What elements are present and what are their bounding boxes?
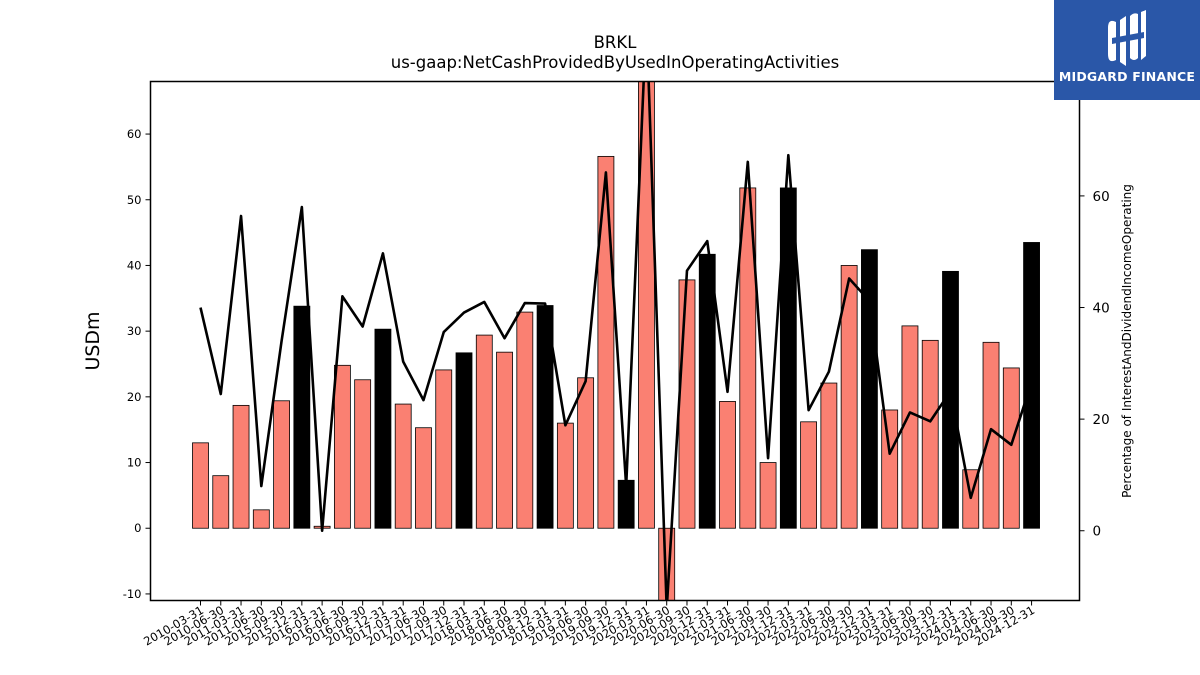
line-series bbox=[199, 81, 1033, 601]
bar-2016-09-30 bbox=[354, 379, 372, 529]
bar-2017-03-31 bbox=[394, 403, 412, 529]
logo-text: MIDGARD FINANCE bbox=[1058, 69, 1196, 84]
bar-2017-06-30 bbox=[415, 427, 432, 529]
chart-title-group: BRKL us-gaap:NetCashProvidedByUsedInOper… bbox=[391, 33, 839, 72]
bar-2024-06-30 bbox=[982, 341, 1000, 529]
bar-2022-09-30 bbox=[840, 265, 858, 529]
bar-series bbox=[192, 81, 1040, 601]
y2-axis-label: Percentage of InterestAndDividendIncomeO… bbox=[1120, 184, 1134, 498]
x-axis: 2010-03-312010-06-302011-03-312011-06-30… bbox=[141, 600, 1037, 649]
bar-2010-03-31 bbox=[192, 442, 209, 529]
bar-2015-09-30 bbox=[273, 400, 290, 529]
bar-2019-03-31 bbox=[556, 422, 574, 529]
bar-2023-09-30 bbox=[921, 339, 939, 529]
line-path bbox=[199, 81, 1033, 601]
y2-tick-label: 20 bbox=[1093, 412, 1110, 428]
bar-2023-12-31 bbox=[942, 270, 959, 529]
y2-tick-label: 40 bbox=[1093, 301, 1110, 317]
y2-tick-label: 0 bbox=[1093, 524, 1102, 540]
bar-2016-06-30 bbox=[333, 364, 351, 529]
y-tick-label: -10 bbox=[123, 587, 142, 601]
bar-2020-03-31 bbox=[638, 81, 655, 529]
bar-2018-06-30 bbox=[496, 351, 513, 529]
y-tick-label: 30 bbox=[127, 324, 142, 338]
y2-tick-label: 60 bbox=[1093, 189, 1110, 205]
bar-2018-09-30 bbox=[516, 311, 534, 529]
bar-2019-09-30 bbox=[597, 155, 615, 529]
plot-frame bbox=[149, 80, 1081, 602]
bar-2011-03-31 bbox=[232, 404, 250, 529]
bar-2023-03-31 bbox=[881, 409, 899, 529]
chart-title: BRKL bbox=[594, 33, 638, 52]
y-tick-label: 50 bbox=[127, 193, 142, 207]
bar-2024-09-30 bbox=[1002, 367, 1020, 529]
bar-2021-03-31 bbox=[719, 401, 736, 529]
bar-2016-12-31 bbox=[374, 328, 392, 529]
logo-mark-icon bbox=[1108, 10, 1146, 66]
bar-2021-06-30 bbox=[739, 187, 757, 529]
y-tick-label: 10 bbox=[127, 456, 142, 470]
bar-2018-03-31 bbox=[475, 334, 493, 529]
bar-2022-12-31 bbox=[861, 249, 878, 529]
bar-2020-12-31 bbox=[698, 253, 716, 529]
bar-2017-12-31 bbox=[455, 352, 473, 529]
bar-2017-09-30 bbox=[435, 369, 453, 529]
bar-2022-06-30 bbox=[820, 382, 838, 529]
bar-2023-06-30 bbox=[901, 325, 919, 529]
y-tick-label: 20 bbox=[127, 390, 142, 404]
bar-2011-06-30 bbox=[252, 509, 270, 529]
bar-2015-12-31 bbox=[293, 305, 311, 529]
midgard-finance-logo: MIDGARD FINANCE bbox=[1054, 0, 1200, 100]
y-axis-label: USDm bbox=[82, 311, 104, 370]
bar-2021-12-31 bbox=[779, 187, 797, 529]
y-tick-label: 40 bbox=[127, 258, 142, 272]
chart-subtitle: us-gaap:NetCashProvidedByUsedInOperating… bbox=[391, 53, 839, 72]
bar-2020-09-30 bbox=[678, 279, 696, 529]
y-tick-label: 60 bbox=[127, 127, 142, 141]
bar-2021-09-30 bbox=[759, 462, 777, 529]
y-tick-label: 0 bbox=[134, 521, 141, 535]
bar-2022-03-31 bbox=[800, 421, 817, 529]
y-axis-right: 0 20 40 60 bbox=[1079, 189, 1110, 540]
bar-2019-06-30 bbox=[577, 377, 595, 529]
y-axis-left: -10 0 10 20 30 40 50 60 bbox=[123, 127, 151, 601]
bar-2010-06-30 bbox=[212, 475, 230, 529]
bar-2019-12-31 bbox=[617, 479, 635, 529]
